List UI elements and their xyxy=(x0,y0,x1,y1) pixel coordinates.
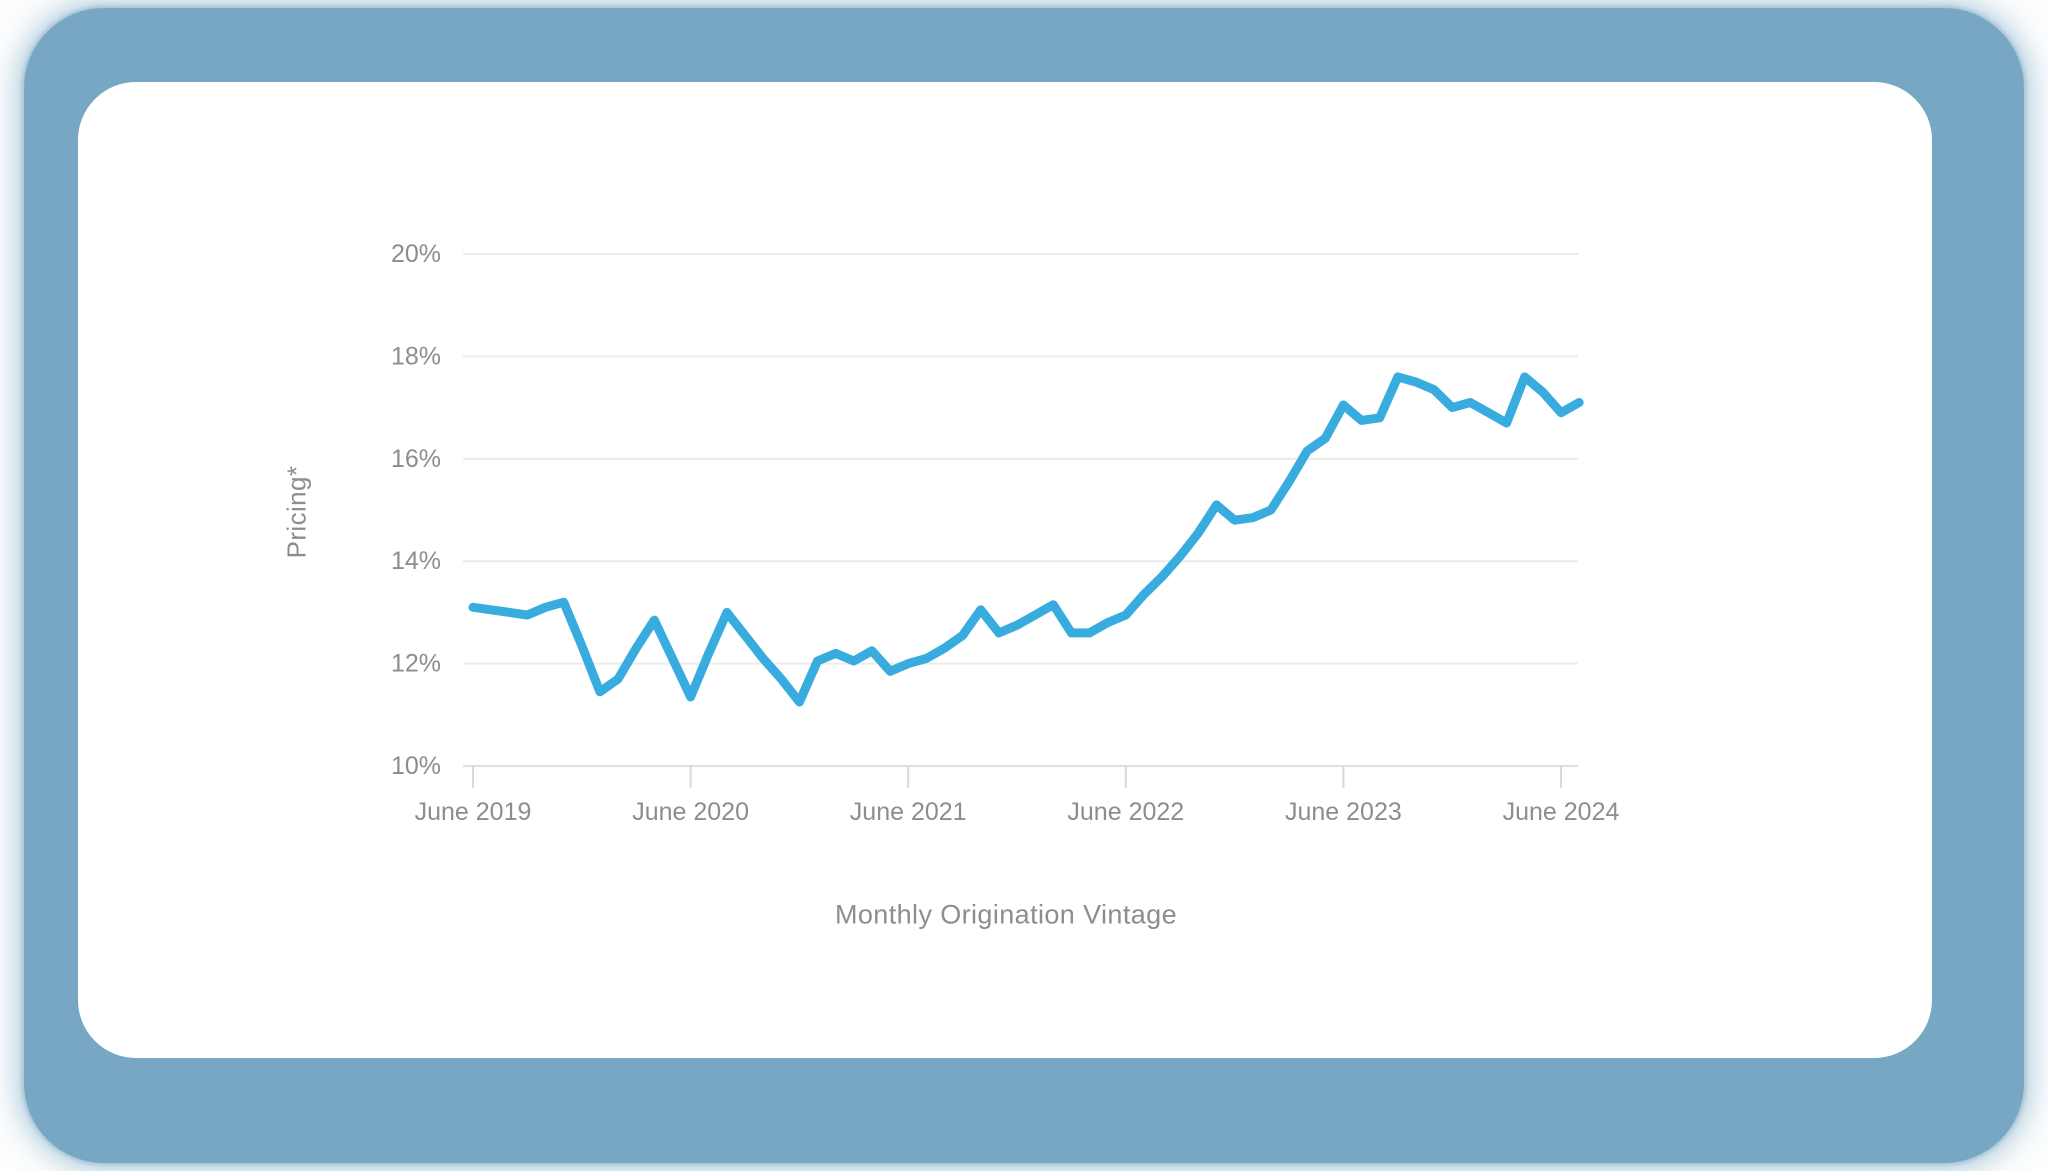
chart-card: June 2019 June 2020 June 2021 June 2022 June… xyxy=(78,82,1932,1058)
y-tick-label: 16% xyxy=(391,445,441,473)
x-tick-label: June 2021 xyxy=(850,798,967,826)
pricing-series-line xyxy=(468,372,1584,707)
y-tick-label: 20% xyxy=(391,240,441,268)
x-tick-label: June 2020 xyxy=(632,798,749,826)
x-tick-label: June 2022 xyxy=(1067,798,1184,826)
y-axis-title: Pricing* xyxy=(281,465,312,559)
x-tick-label: June 2019 xyxy=(415,798,532,826)
y-tick-label: 10% xyxy=(391,752,441,780)
x-tick-label: June 2023 xyxy=(1285,798,1402,826)
y-tick-label: 14% xyxy=(391,547,441,575)
x-axis-title: Monthly Origination Vintage xyxy=(835,899,1177,930)
y-tick-label: 12% xyxy=(391,650,441,678)
y-tick-label: 18% xyxy=(391,342,441,370)
x-tick-label: June 2024 xyxy=(1503,798,1620,826)
